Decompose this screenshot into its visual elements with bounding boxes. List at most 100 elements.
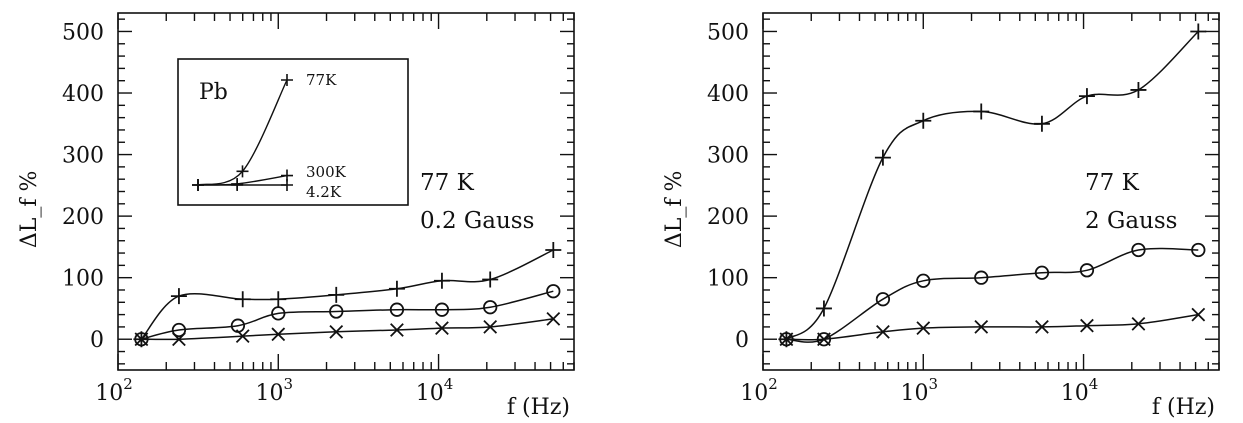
x-tick-label: 103 [256,375,294,406]
x-tick-label: 103 [901,375,939,406]
inset-label-4k: 4.2K [306,183,342,201]
temperature-annotation: 77 K [1085,170,1140,196]
data-point-circle [875,292,891,307]
inset-point [281,179,293,191]
data-point-plus [328,286,345,303]
data-point-cross [916,321,931,336]
series-line [141,290,554,340]
data-point-plus [270,291,287,308]
data-point-cross [172,332,186,347]
data-point-cross [974,320,989,334]
data-point-cross [1191,307,1206,322]
data-point-plus [1190,23,1207,40]
field-annotation: 0.2 Gauss [420,208,534,234]
inset-point [236,165,249,178]
x-tick-base: 10 [95,381,123,406]
x-tick-base: 10 [1061,381,1089,406]
data-point-plus [388,280,405,297]
data-point-plus [815,300,832,317]
data-point-circle [1131,242,1146,258]
data-point-cross [271,327,286,342]
inset-point [231,179,244,191]
y-tick-label: 400 [62,82,104,107]
x-tick-label: 102 [95,375,133,406]
y-tick-label: 400 [707,82,749,107]
x-tick-exponent: 2 [123,375,133,393]
data-point-cross [1080,318,1094,333]
y-tick-label: 500 [707,20,749,45]
series-circle [134,284,561,347]
series-cross [779,307,1206,347]
data-point-circle [483,300,498,315]
temperature-annotation: 77 K [420,170,475,196]
x-tick-exponent: 3 [929,375,939,393]
data-point-cross [1035,320,1049,334]
series-line [786,247,1199,343]
x-axis-title: f (Hz) [507,395,570,420]
y-tick-label: 300 [62,144,104,169]
data-point-circle [974,270,989,285]
y-tick-label: 100 [62,267,104,292]
x-axis-title: f (Hz) [1152,395,1215,420]
data-point-plus [545,241,562,258]
data-point-plus [1078,88,1095,105]
data-point-plus [234,291,251,308]
data-point-cross [134,332,149,347]
y-axis-title: ΔL_f % [17,171,42,249]
inset-title: Pb [199,80,228,105]
data-point-cross [1131,316,1146,331]
data-point-circle [1079,263,1095,278]
data-point-circle [916,273,931,288]
x-tick-label: 104 [1061,375,1099,406]
inset: Pb 77K 300K 4.2K [177,58,409,206]
data-point-cross [329,324,344,339]
plot-frame [762,12,1220,371]
data-point-plus [1033,115,1050,132]
series-cross [134,312,561,347]
series-plus [778,23,1207,348]
data-point-cross [817,332,831,347]
data-point-circle [271,306,286,321]
x-tick-exponent: 4 [444,375,454,393]
data-point-circle [1191,242,1206,258]
y-tick-label: 100 [707,267,749,292]
x-tick-base: 10 [416,381,444,406]
data-point-plus [433,272,450,289]
data-point-circle [1034,265,1050,280]
x-tick-label: 102 [740,375,778,406]
data-point-plus [482,271,499,288]
y-tick-label: 0 [735,328,749,353]
field-annotation: 2 Gauss [1085,208,1177,234]
inset-point [281,74,293,86]
data-point-circle [434,302,450,317]
data-point-cross [483,320,498,334]
data-point-cross [435,321,449,336]
inset-label-77k: 77K [306,71,337,89]
data-point-plus [915,112,932,129]
data-point-circle [171,322,187,338]
y-tick-label: 500 [62,20,104,45]
x-tick-exponent: 4 [1089,375,1099,393]
series-circle [779,242,1206,347]
inset-point [192,179,204,191]
x-tick-exponent: 2 [768,375,778,393]
x-tick-base: 10 [901,381,929,406]
data-point-cross [390,323,404,337]
series-line [786,313,1199,341]
data-point-circle [389,302,405,317]
data-point-cross [235,329,250,344]
x-tick-exponent: 3 [284,375,294,393]
x-tick-base: 10 [740,381,768,406]
data-point-plus [874,149,891,166]
inset-frame [177,58,409,206]
y-axis-title: ΔL_f % [662,171,687,249]
data-point-cross [876,324,890,339]
data-point-cross [779,332,794,347]
data-point-cross [546,312,561,326]
y-tick-label: 0 [90,328,104,353]
y-tick-label: 300 [707,144,749,169]
data-point-circle [329,304,344,319]
data-point-plus [170,288,187,305]
y-tick-label: 200 [62,205,104,230]
